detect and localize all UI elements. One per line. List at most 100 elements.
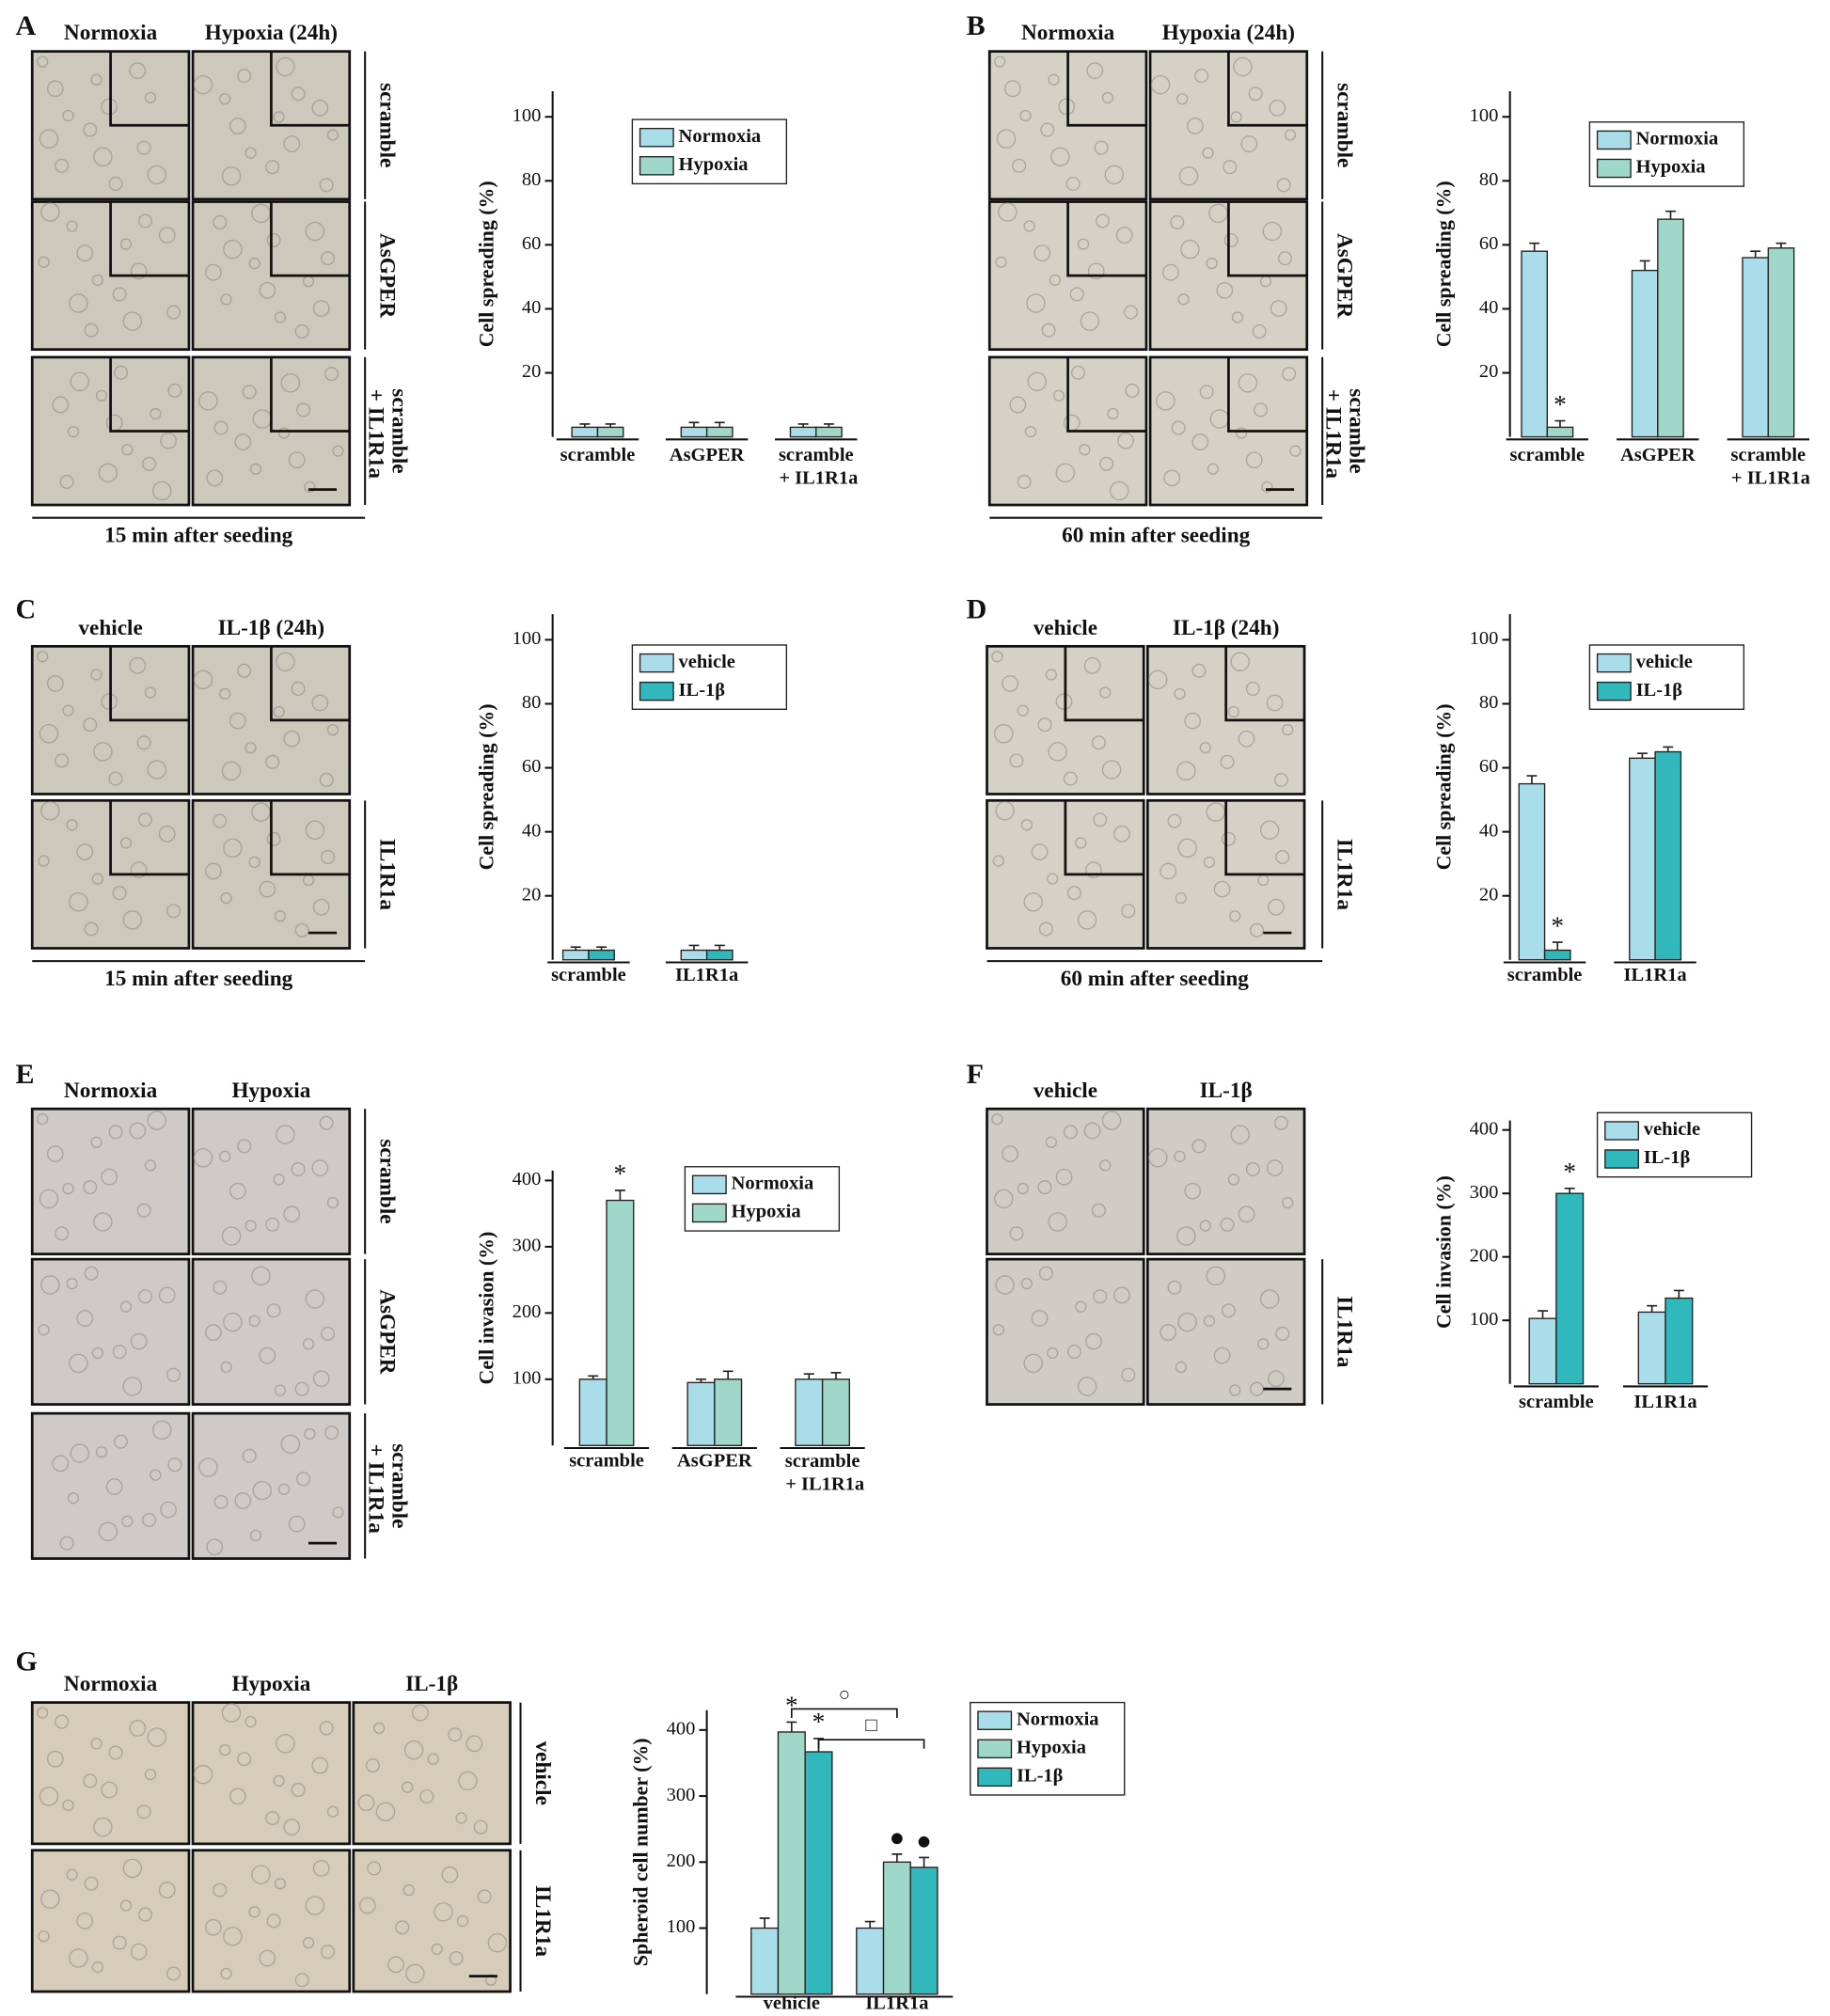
cell — [137, 812, 152, 827]
cell — [1207, 463, 1220, 475]
cell — [367, 1861, 382, 1876]
cell — [220, 892, 232, 905]
cell — [291, 681, 306, 696]
cell — [83, 122, 98, 137]
cell — [108, 771, 123, 786]
cell — [213, 1882, 228, 1898]
inset-border — [1066, 356, 1146, 433]
y-tick-label: 100 — [513, 1368, 542, 1389]
error-bar — [696, 1378, 706, 1383]
error-bar — [1639, 260, 1650, 271]
bar — [795, 1378, 824, 1446]
y-tick-label: 400 — [513, 1169, 542, 1189]
cell — [1229, 1384, 1241, 1396]
cell — [994, 1189, 1014, 1209]
cell — [1055, 693, 1073, 710]
cell — [1175, 892, 1188, 905]
cell — [373, 1722, 386, 1735]
cell — [259, 1949, 276, 1967]
cell — [55, 753, 70, 768]
row-label: scramble + IL1R1a — [1320, 384, 1368, 479]
x-tick-label: scramble — [569, 1451, 644, 1472]
panel-letter: E — [15, 1058, 34, 1090]
cell — [1101, 760, 1122, 780]
cell — [280, 1434, 301, 1455]
cell — [1245, 1161, 1260, 1177]
micrograph — [1145, 1107, 1306, 1256]
cell — [119, 1899, 133, 1912]
error-bar — [579, 423, 591, 428]
legend-swatch — [1596, 130, 1632, 150]
cell — [84, 1876, 99, 1891]
cell — [147, 1727, 167, 1747]
cell — [319, 1721, 334, 1736]
cell — [991, 651, 1003, 663]
cell — [998, 202, 1018, 222]
row-label: scramble — [375, 1139, 400, 1223]
legend-swatch — [977, 1739, 1013, 1759]
cell — [1094, 140, 1109, 155]
cell — [1276, 178, 1291, 193]
row-label: AsGPER — [375, 1289, 400, 1375]
legend-swatch — [1604, 1121, 1640, 1141]
cell — [1077, 1377, 1097, 1396]
cell — [1282, 1196, 1294, 1209]
cell — [1091, 1203, 1106, 1218]
legend-swatch — [1596, 681, 1632, 701]
cell — [1230, 1125, 1250, 1144]
y-tick-label: 200 — [667, 1851, 696, 1871]
column-header: IL-1β — [1200, 1079, 1253, 1103]
micrograph — [30, 1411, 191, 1560]
cell — [321, 1326, 336, 1341]
cell — [1003, 80, 1021, 98]
bar — [680, 949, 708, 961]
cell — [1177, 293, 1190, 306]
cell — [1245, 451, 1263, 469]
cell — [1048, 1212, 1067, 1232]
legend-label: Normoxia — [679, 126, 762, 147]
row-label: scramble + IL1R1a — [363, 384, 411, 479]
cell — [76, 244, 94, 262]
cell — [1269, 99, 1286, 117]
cell — [1275, 849, 1290, 864]
inset-border — [270, 51, 350, 127]
cell — [1002, 675, 1019, 692]
cell — [1167, 1280, 1182, 1295]
error-bar — [722, 1370, 734, 1379]
bar — [606, 1199, 635, 1446]
cell — [1115, 227, 1133, 244]
cell — [167, 383, 182, 398]
cell — [67, 1492, 80, 1504]
cell — [1002, 1145, 1019, 1162]
cell — [1176, 1226, 1196, 1246]
bar — [789, 426, 817, 438]
error-bar — [1663, 746, 1674, 752]
cell — [1066, 886, 1081, 901]
x-tick-label: scramble + IL1R1a — [1727, 445, 1810, 489]
cell — [105, 1478, 123, 1495]
cell — [1052, 389, 1065, 402]
legend-label: Hypoxia — [1017, 1737, 1086, 1757]
x-tick-label: IL1R1a — [1633, 1392, 1696, 1412]
cell — [1024, 425, 1037, 438]
cell — [144, 686, 157, 699]
cell — [1055, 1168, 1073, 1186]
error-bar — [1636, 752, 1648, 759]
cell — [412, 1704, 429, 1722]
error-bar — [759, 1917, 770, 1929]
cell — [427, 1753, 439, 1765]
bar — [882, 1861, 911, 1995]
x-tick-label: scramble — [1507, 965, 1583, 985]
cell — [1037, 717, 1052, 732]
cell — [332, 445, 344, 457]
cell — [221, 1703, 242, 1723]
x-tick-label: vehicle — [764, 1992, 820, 2013]
cell — [46, 1750, 64, 1768]
bar — [777, 1731, 806, 1995]
cell — [1093, 812, 1108, 827]
cell — [1216, 281, 1234, 299]
cell — [213, 420, 229, 435]
cell — [288, 451, 306, 469]
cell — [1238, 1205, 1255, 1223]
y-tick-label: 300 — [667, 1785, 696, 1805]
